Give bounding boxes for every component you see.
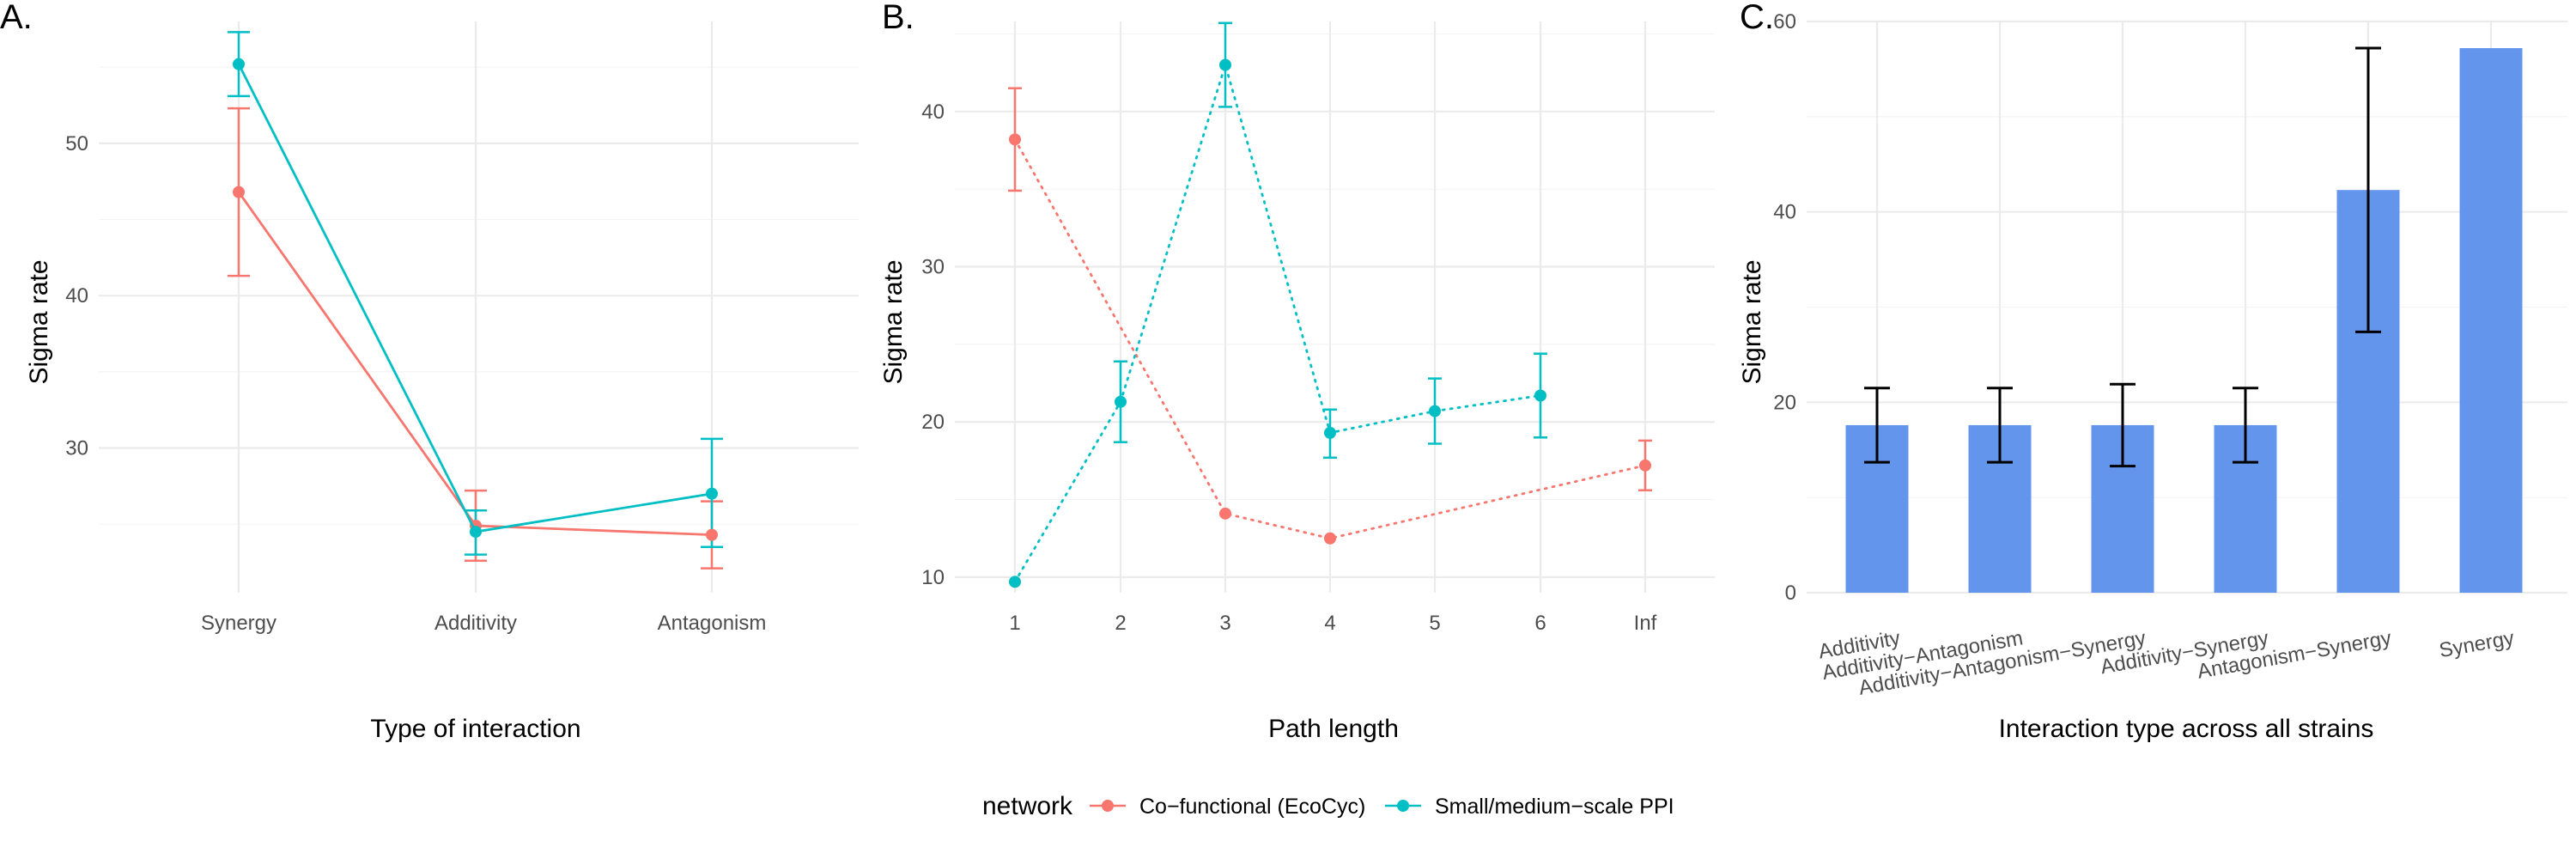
panel-a-small-medium-scale-ppi-point-additivity [470,526,482,539]
panel-b-small-medium-scale-ppi-line [1013,60,1542,583]
panel-b-small-medium-scale-ppi-point-1 [1009,576,1021,588]
panel-c-errorbar-additivity [1864,387,1890,464]
panel-c-tag: C. [1740,0,1774,36]
legend-key-point-co-functional [1102,800,1114,812]
panel-b-x-axis-title: Path length [1268,715,1399,743]
panel-b-x-tick-inf: Inf [1634,612,1657,635]
legend-item-ppi: Small/medium−scale PPI [1385,795,1674,819]
panel-b-y-ticks: 10 20 30 40 [921,101,945,589]
panel-a-small-medium-scale-ppi-point-antagonism [706,487,718,500]
panel-a-co-functional-ecocyc-point-synergy [233,186,245,198]
legend-label-ppi: Small/medium−scale PPI [1435,795,1674,819]
panel-a-x-tick-additivity: Additivity [434,612,517,635]
panel-a-y-axis-title: Sigma rate [25,259,53,384]
panel-a-y-tick-40: 40 [65,284,88,308]
panel-c-errorbar-additivity-antagonism-synergy [2110,382,2136,468]
panel-a-y-ticks: 30 40 50 [65,132,88,460]
panel-a-y-tick-50: 50 [65,132,88,155]
panel-b-small-medium-scale-ppi-point-4 [1324,426,1336,439]
panel-a-gridlines [99,21,859,593]
panel-b-small-medium-scale-ppi-point-2 [1115,395,1127,408]
panel-b-small-medium-scale-ppi-point-3 [1219,58,1231,71]
panel-b-series [1008,21,1652,588]
panel-b-y-tick-10: 10 [921,566,945,589]
panel-c-x-tick-synergy: Synergy [2438,626,2516,662]
panel-a-x-axis-title: Type of interaction [370,715,580,743]
panel-b-x-tick-5: 5 [1429,612,1440,635]
panel-c-gridlines [1807,20,2567,594]
panel-b-co-functional-ecocyc-point-inf [1639,459,1651,472]
panel-c-y-tick-0: 0 [1785,582,1796,605]
panel-b-y-tick-30: 30 [921,256,945,279]
legend-label-co-functional: Co−functional (EcoCyc) [1139,795,1365,819]
panel-b-co-functional-ecocyc-point-4 [1324,532,1336,545]
panel-c-bar-synergy [2459,48,2523,594]
panel-b-x-tick-2: 2 [1115,612,1126,635]
panel-b-tag: B. [882,0,914,36]
panel-b-x-tick-1: 1 [1009,612,1020,635]
panel-c: 0 20 40 60 AdditivityAdditivity−AntagonismA… [1738,0,2567,743]
legend-item-co-functional: Co−functional (EcoCyc) [1090,795,1365,819]
panel-a-tag: A. [0,0,33,36]
panel-b-x-ticks: 1 2 3 4 5 6 Inf [1009,612,1656,635]
panel-c-bars [1845,46,2523,594]
panel-c-x-ticks: AdditivityAdditivity−AntagonismAdditivit… [1817,626,2516,699]
panel-b-y-tick-40: 40 [921,101,945,124]
panel-c-errorbar-additivity-synergy [2233,387,2258,464]
panel-a-y-tick-30: 30 [65,437,88,460]
panel-c-errorbar-additivity-antagonism [1987,387,2013,464]
panel-a-small-medium-scale-ppi-point-synergy [233,58,245,70]
panel-c-y-tick-60: 60 [1773,10,1796,34]
panel-c-y-tick-20: 20 [1773,391,1796,414]
panel-c-y-axis-title: Sigma rate [1738,259,1766,384]
panel-b-x-tick-6: 6 [1534,612,1546,635]
panel-a-x-tick-antagonism: Antagonism [658,612,767,635]
panel-a-co-functional-ecocyc-point-antagonism [706,528,718,541]
panel-c-errorbar-antagonism-synergy [2355,46,2381,333]
panel-b-co-functional-ecocyc-point-1 [1009,133,1021,146]
panel-a-x-ticks: Synergy Additivity Antagonism [201,612,766,635]
panel-b-x-tick-3: 3 [1219,612,1230,635]
panel-b-y-tick-20: 20 [921,411,945,434]
panel-a-x-tick-synergy: Synergy [201,612,276,635]
panel-a: 30 40 50 Synergy Additivity Antagonism A. Ty… [0,0,859,743]
panel-b-small-medium-scale-ppi-point-6 [1534,389,1546,402]
panel-a-series [228,31,723,570]
panel-b-co-functional-ecocyc-point-3 [1219,507,1231,520]
panel-b-y-axis-title: Sigma rate [879,259,908,384]
panel-b-gridlines [955,21,1715,593]
panel-c-y-ticks: 0 20 40 60 [1773,10,1796,605]
legend-key-point-ppi [1397,800,1409,812]
panel-c-x-axis-title: Interaction type across all strains [1999,715,2374,743]
legend: network Co−functional (EcoCyc) Small/med… [982,792,1674,820]
legend-title: network [982,792,1073,820]
panel-b: 10 20 30 40 1 2 3 4 5 6 Inf B. Path length Sigma … [879,0,1715,743]
panel-b-x-tick-4: 4 [1324,612,1335,635]
panel-c-y-tick-40: 40 [1773,201,1796,224]
panel-b-small-medium-scale-ppi-point-5 [1429,405,1441,417]
